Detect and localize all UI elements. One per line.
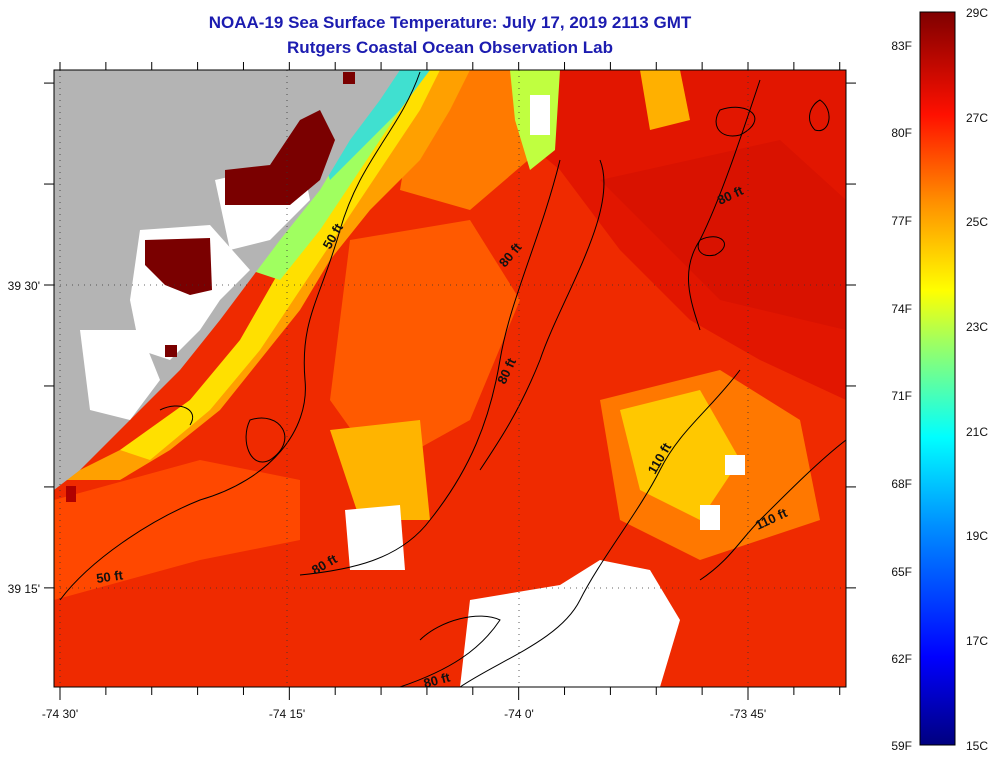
contour-label: 50 ft (95, 567, 124, 586)
lon-label: -74 30' (42, 707, 78, 721)
fahrenheit-label: 68F (891, 477, 912, 491)
bay-hot-pixels-2 (145, 238, 212, 295)
fahrenheit-label: 65F (891, 565, 912, 579)
lon-axis-labels: -74 30' -74 15' -74 0' -73 45' (42, 707, 766, 721)
contour-label: 80 ft (422, 669, 452, 691)
lat-axis-labels: 39 30' 39 15' (8, 279, 40, 596)
sst-field: 50 ft 80 ft 80 ft 80 ft 110 ft 110 ft 80… (54, 70, 846, 691)
offshore-dark-red-2 (600, 140, 846, 330)
fahrenheit-label: 80F (891, 126, 912, 140)
contour-ring-3 (697, 236, 725, 257)
celsius-label: 27C (966, 111, 988, 125)
map-title: NOAA-19 Sea Surface Temperature: July 17… (208, 13, 692, 32)
colorbar-gradient (919, 11, 956, 746)
fahrenheit-label: 62F (891, 652, 912, 666)
celsius-label: 25C (966, 215, 988, 229)
colorbar-fahrenheit-labels: 83F 80F 77F 74F 71F 68F 65F 62F 59F (891, 39, 912, 753)
orange-band-south (54, 460, 300, 600)
contour-ring-1 (245, 417, 286, 463)
lat-label: 39 30' (8, 279, 40, 293)
orange-band-center (330, 220, 520, 470)
bay-hot-pixel-3 (165, 345, 177, 357)
contour-ring-2 (715, 106, 756, 137)
celsius-label: 21C (966, 425, 988, 439)
coastline-detail (159, 405, 193, 426)
axis-ticks (44, 62, 856, 700)
contour-50ft-line (59, 71, 421, 601)
lon-label: -73 45' (730, 707, 766, 721)
celsius-label: 17C (966, 634, 988, 648)
bay-hot-pixel-5 (66, 486, 76, 502)
contour-80ft-line-3 (687, 79, 761, 331)
lon-label: -74 15' (269, 707, 305, 721)
coastal-band-cyan (320, 70, 430, 180)
contour-80ft-line-2 (479, 159, 605, 471)
no-data-patch-4 (725, 455, 745, 475)
contour-80ft-line-4 (399, 615, 501, 687)
yellow-patch-3 (640, 70, 690, 130)
celsius-label: 19C (966, 529, 988, 543)
fahrenheit-label: 59F (891, 739, 912, 753)
bay-hot-pixels-1 (225, 110, 335, 205)
fahrenheit-label: 77F (891, 214, 912, 228)
colorbar-celsius-labels: 29C 27C 25C 23C 21C 19C 17C 15C (966, 6, 988, 753)
bathymetry-contours (59, 71, 846, 687)
coastal-marsh-2 (80, 330, 160, 420)
fahrenheit-label: 83F (891, 39, 912, 53)
yellow-patch-1 (330, 420, 430, 520)
map-subtitle: Rutgers Coastal Ocean Observation Lab (287, 38, 613, 57)
contour-ring-4 (809, 99, 830, 132)
contour-110ft-line (459, 369, 741, 687)
graticule (54, 70, 846, 687)
no-data-patch-5 (530, 95, 550, 135)
contour-110ft-line-2 (699, 439, 846, 581)
no-data-patch-1 (345, 505, 405, 570)
lon-label: -74 0' (504, 707, 534, 721)
no-data-patch-3 (700, 505, 720, 530)
lat-label: 39 15' (8, 582, 40, 596)
celsius-label: 23C (966, 320, 988, 334)
celsius-label: 29C (966, 6, 988, 20)
fahrenheit-label: 71F (891, 389, 912, 403)
fahrenheit-label: 74F (891, 302, 912, 316)
map-frame (53, 69, 847, 688)
celsius-label: 15C (966, 739, 988, 753)
contour-80ft-line (299, 159, 561, 576)
bay-hot-pixel-4 (343, 72, 355, 84)
